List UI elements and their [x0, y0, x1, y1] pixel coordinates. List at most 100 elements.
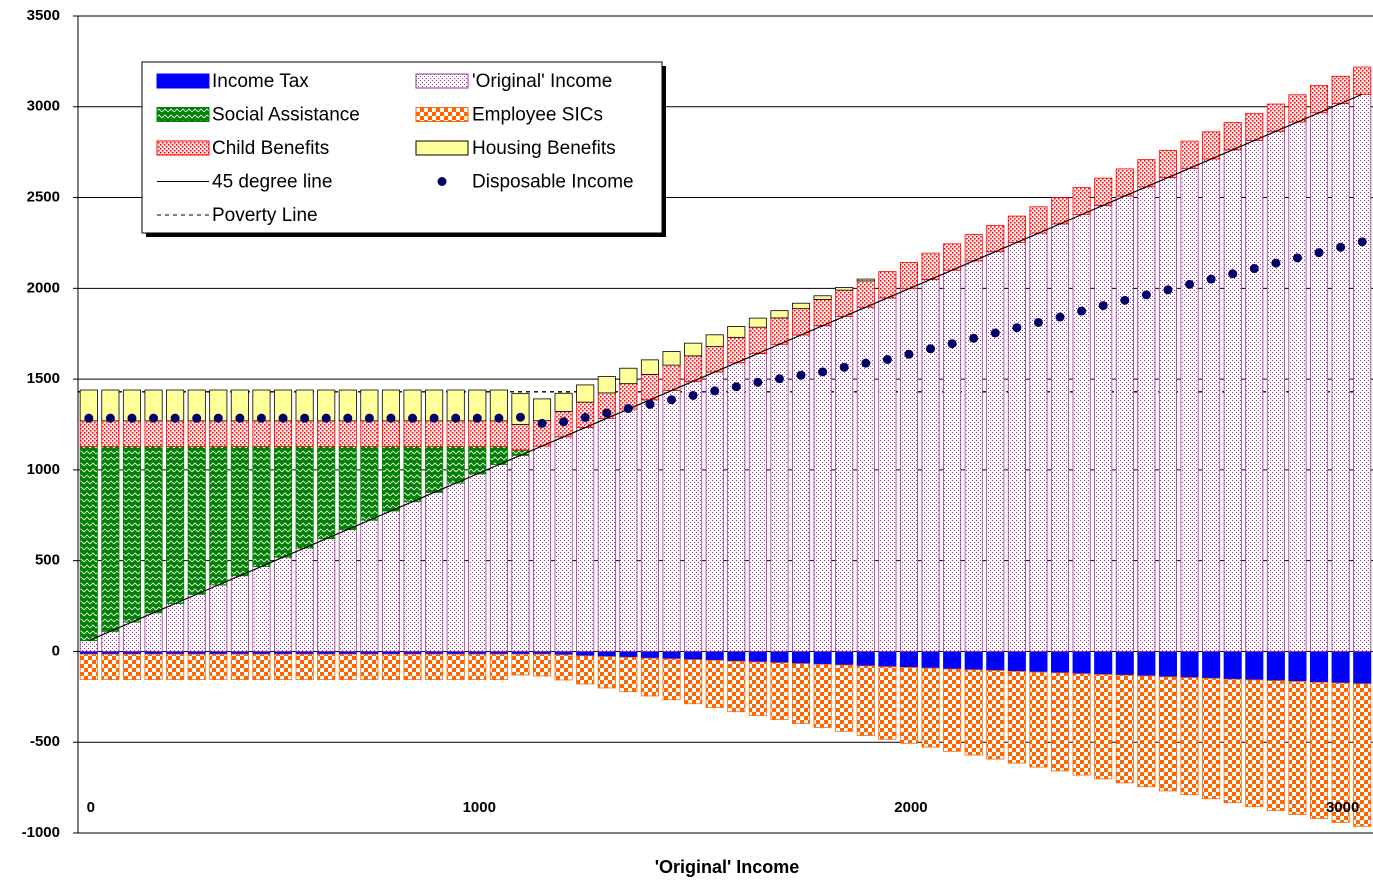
- bar: [166, 653, 185, 680]
- bar: [468, 653, 487, 680]
- bar: [1202, 131, 1221, 160]
- bar: [338, 651, 357, 655]
- bar: [511, 424, 530, 451]
- bar: [381, 445, 400, 512]
- legend-swatch: [156, 107, 210, 122]
- bar: [554, 654, 573, 681]
- bar: [317, 653, 336, 680]
- bar: [1223, 651, 1242, 680]
- bar: [662, 364, 681, 391]
- bar: [684, 659, 703, 705]
- bar: [144, 653, 163, 680]
- dot: [472, 413, 482, 423]
- bar: [122, 653, 141, 680]
- x-tick-label: 2000: [894, 799, 927, 816]
- bar: [425, 420, 444, 447]
- bar: [813, 663, 832, 728]
- bar: [1115, 651, 1134, 676]
- dot: [947, 339, 957, 349]
- dot: [580, 412, 590, 422]
- bar: [878, 666, 897, 740]
- bar: [1331, 103, 1350, 652]
- bar: [597, 651, 616, 657]
- bar: [1245, 679, 1264, 808]
- bar: [1331, 75, 1350, 104]
- y-tick-label: -500: [30, 733, 60, 750]
- bar: [1288, 681, 1307, 815]
- bar: [964, 234, 983, 262]
- bar: [1180, 651, 1199, 678]
- bar: [511, 651, 530, 655]
- bar: [1007, 241, 1026, 652]
- bar: [1029, 206, 1048, 234]
- bar: [597, 417, 616, 652]
- bar: [899, 261, 918, 290]
- dot: [386, 413, 396, 423]
- bar: [813, 651, 832, 665]
- dot: [494, 413, 504, 423]
- bar: [144, 420, 163, 447]
- bar: [986, 651, 1005, 671]
- bar: [122, 621, 141, 652]
- bar: [1180, 140, 1199, 169]
- bar: [770, 651, 789, 664]
- bar: [1007, 215, 1026, 243]
- dot: [1012, 323, 1022, 333]
- dot: [213, 413, 223, 423]
- bar: [446, 482, 465, 652]
- legend-swatch: [156, 140, 210, 156]
- bar: [101, 651, 120, 655]
- bar: [511, 653, 530, 676]
- bar: [1331, 682, 1350, 823]
- dot: [235, 413, 245, 423]
- bar: [770, 310, 789, 319]
- dot: [559, 417, 569, 427]
- bar: [122, 445, 141, 623]
- bar: [1158, 676, 1177, 792]
- bar: [899, 667, 918, 744]
- x-axis-title: 'Original' Income: [655, 857, 800, 877]
- bar: [79, 653, 98, 680]
- y-tick-label: 1500: [27, 370, 60, 387]
- bar: [1310, 681, 1329, 819]
- legend-label: 45 degree line: [212, 172, 332, 193]
- bar: [317, 445, 336, 540]
- bar: [748, 661, 767, 716]
- bar: [295, 651, 314, 655]
- bar: [360, 651, 379, 655]
- bar: [1115, 674, 1134, 784]
- bar: [360, 445, 379, 521]
- dot: [667, 395, 677, 405]
- bar: [684, 380, 703, 652]
- dot: [904, 349, 914, 359]
- bar: [986, 670, 1005, 760]
- dot: [149, 413, 159, 423]
- bar: [640, 359, 659, 375]
- bar: [446, 651, 465, 655]
- bar: [274, 556, 293, 652]
- x-tick-label: 0: [87, 799, 95, 816]
- bar: [403, 445, 422, 503]
- bar: [230, 575, 249, 652]
- bar: [1051, 223, 1070, 652]
- bar: [166, 420, 185, 447]
- bar: [101, 653, 120, 680]
- bar: [576, 427, 595, 652]
- legend-label: Income Tax: [212, 71, 309, 92]
- bar: [1072, 673, 1091, 776]
- dot: [1271, 258, 1281, 268]
- dot: [623, 404, 633, 414]
- bar: [1051, 672, 1070, 772]
- dot: [170, 413, 180, 423]
- bar: [187, 593, 206, 652]
- bar: [899, 651, 918, 668]
- dot: [1098, 301, 1108, 311]
- bar: [1072, 651, 1091, 675]
- bar: [425, 651, 444, 655]
- dot: [105, 413, 115, 423]
- dot: [1292, 253, 1302, 263]
- bar: [1266, 680, 1285, 811]
- bar: [1266, 130, 1285, 652]
- bar: [921, 279, 940, 652]
- bar: [187, 445, 206, 595]
